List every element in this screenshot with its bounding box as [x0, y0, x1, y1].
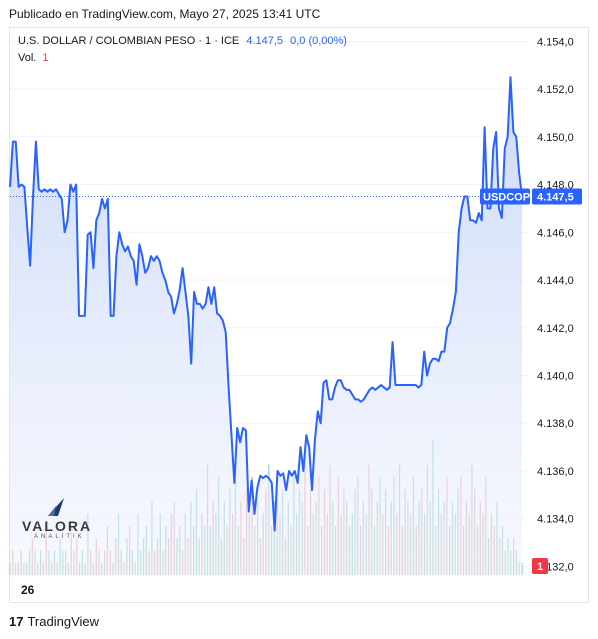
volume-badge: 1: [532, 558, 548, 574]
published-caption: Publicado en TradingView.com, Mayo 27, 2…: [9, 7, 321, 21]
valora-logo-icon: [48, 498, 64, 516]
chart-frame: [9, 27, 589, 603]
y-tick-label: 4.140,0: [537, 370, 574, 382]
y-tick-label: 4.150,0: [537, 132, 574, 144]
x-tick-label: 26: [21, 583, 35, 597]
price-area-fill: [10, 77, 522, 576]
footer-brand[interactable]: 17 TradingView: [9, 614, 99, 629]
y-tick-label: 4.154,0: [537, 36, 574, 48]
footer-brand-label: TradingView: [27, 614, 100, 629]
y-tick-label: 4.134,0: [537, 514, 574, 526]
valora-watermark-sub: ANALITIK: [34, 534, 85, 540]
legend-change: 0,0 (0,00%): [290, 35, 347, 47]
y-tick-label: 4.138,0: [537, 418, 574, 430]
valora-watermark: VALORA: [22, 518, 93, 534]
legend-price: 4.147,5: [246, 35, 284, 47]
volume-legend: Vol. 1: [18, 52, 48, 64]
y-tick-label: 4.136,0: [537, 466, 574, 478]
volume-value: 1: [42, 52, 49, 64]
svg-text:4.147,5: 4.147,5: [537, 191, 574, 203]
y-tick-label: 4.142,0: [537, 323, 574, 335]
y-tick-label: 4.152,0: [537, 84, 574, 96]
chart-legend: U.S. DOLLAR / COLOMBIAN PESO · 1 · ICE 4…: [18, 35, 347, 47]
tradingview-logo-icon: 17: [9, 614, 24, 629]
y-axis: 4.132,04.134,04.136,04.138,04.140,04.142…: [537, 36, 574, 573]
volume-label: Vol.: [18, 52, 37, 64]
symbol-badge: USDCOP: [480, 188, 530, 205]
y-tick-label: 4.144,0: [537, 275, 574, 287]
y-tick-label: 4.146,0: [537, 227, 574, 239]
price-badges: USDCOP 4.147,5 1: [480, 188, 582, 574]
last-price-badge: 4.147,5: [532, 188, 582, 205]
svg-text:USDCOP: USDCOP: [483, 191, 530, 203]
legend-symbol: U.S. DOLLAR / COLOMBIAN PESO · 1 · ICE: [18, 35, 240, 47]
svg-text:1: 1: [537, 561, 543, 573]
price-line: [9, 76, 523, 532]
